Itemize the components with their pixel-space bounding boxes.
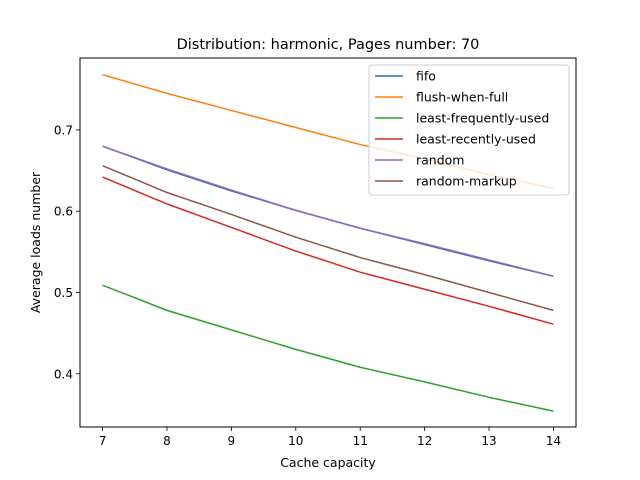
- legend-label-least-recently-used: least-recently-used: [416, 132, 536, 147]
- x-tick-label: 9: [228, 434, 236, 448]
- legend: fifo flush-when-full least-frequently-used…: [368, 64, 570, 196]
- chart-title: Distribution: harmonic, Pages number: 70: [177, 37, 480, 53]
- series-line-random: [102, 145, 554, 277]
- legend-label-fifo: fifo: [416, 69, 436, 84]
- legend-label-random-markup: random-markup: [416, 174, 517, 189]
- plot-frame: [79, 57, 577, 428]
- y-tick-label: 0.4: [54, 367, 73, 381]
- legend-box: [368, 64, 570, 196]
- y-axis-ticks: 0.4 0.5 0.6 0.7: [54, 123, 80, 381]
- x-axis-label: Cache capacity: [280, 455, 376, 470]
- y-tick-label: 0.7: [54, 123, 73, 137]
- x-tick-label: 7: [99, 434, 107, 448]
- x-tick-label: 11: [353, 434, 368, 448]
- series-line-random-markup: [102, 164, 554, 312]
- plot-series-group: [102, 73, 554, 412]
- x-tick-label: 8: [163, 434, 171, 448]
- y-axis-label: Average loads number: [28, 171, 43, 313]
- x-tick-label: 13: [481, 434, 496, 448]
- series-line-least-frequently-used: [102, 284, 554, 412]
- y-tick-label: 0.6: [54, 205, 73, 219]
- legend-label-flush-when-full: flush-when-full: [416, 90, 508, 105]
- y-tick-label: 0.5: [54, 286, 73, 300]
- series-line-least-recently-used: [102, 176, 554, 325]
- x-axis-ticks: 7 8 9 10 11 12 13 14: [99, 427, 561, 448]
- x-tick-label: 10: [288, 434, 303, 448]
- legend-label-least-frequently-used: least-frequently-used: [416, 111, 549, 126]
- x-tick-label: 14: [546, 434, 561, 448]
- legend-label-random: random: [416, 153, 464, 168]
- x-tick-label: 12: [417, 434, 432, 448]
